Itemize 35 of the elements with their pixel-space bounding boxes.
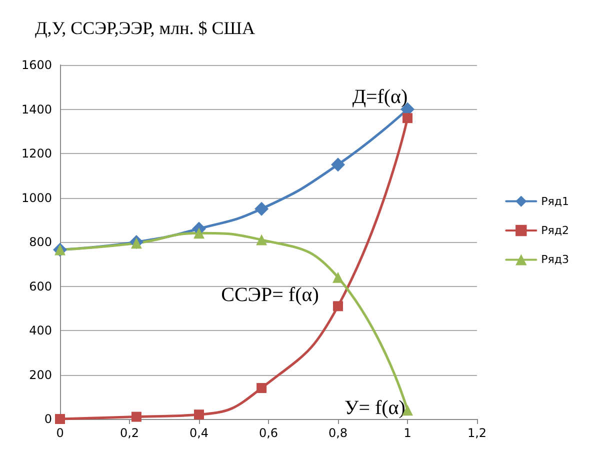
y-tick-label: 1400 <box>21 102 52 116</box>
point <box>194 410 204 420</box>
y-tick-label: 1600 <box>21 58 52 72</box>
x-tick-label: 0,2 <box>120 426 140 440</box>
annotation: У= f(α) <box>344 397 406 419</box>
x-tick-label: 0,6 <box>258 426 278 440</box>
y-tick-label: 1000 <box>21 190 52 205</box>
legend-label: Ряд1 <box>541 194 570 208</box>
legend-label: Ряд2 <box>541 224 570 237</box>
point <box>194 228 204 239</box>
x-tick-label: 1 <box>404 426 412 440</box>
annotation: ССЭР= f(α) <box>221 284 319 306</box>
point <box>331 158 345 172</box>
point <box>55 414 65 424</box>
point <box>256 234 268 246</box>
point <box>131 412 142 422</box>
x-tick-label: 0,4 <box>189 426 209 440</box>
x-tick-label: 1,2 <box>467 426 487 440</box>
point <box>130 238 142 249</box>
y-tick-label: 0 <box>44 412 52 426</box>
y-tick-label: 800 <box>29 235 52 249</box>
point <box>402 113 412 124</box>
x-tick-label: 0 <box>56 426 64 440</box>
x-tick-label: 0,8 <box>328 426 348 440</box>
point <box>333 301 343 312</box>
point <box>332 272 344 283</box>
point <box>254 202 269 216</box>
point <box>256 383 267 394</box>
y-tick-label: 200 <box>29 368 52 382</box>
legend-label: Ряд3 <box>541 253 570 266</box>
y-tick-label: 400 <box>29 324 52 338</box>
y-tick-label: 600 <box>29 279 52 294</box>
y-tick-label: 1200 <box>21 146 52 160</box>
annotation: Д=f(α) <box>352 86 408 108</box>
chart-title: Д,У, ССЭР,ЭЭР, млн. $ США <box>35 18 255 38</box>
